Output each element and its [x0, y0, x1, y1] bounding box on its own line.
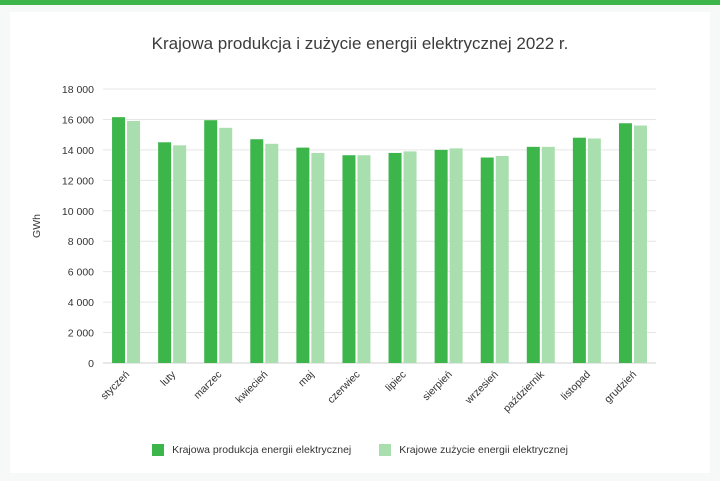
legend-item-consumption: Krajowe zużycie energii elektrycznej [379, 444, 568, 456]
x-tick-label: listopad [559, 369, 593, 403]
chart-title: Krajowa produkcja i zużycie energii elek… [151, 34, 569, 53]
bar-production [296, 147, 310, 363]
bar-production [112, 117, 126, 364]
y-tick-label: 10 000 [62, 206, 94, 218]
x-tick-label: sierpień [420, 369, 455, 404]
bar-consumption [403, 151, 417, 363]
y-tick-label: 6 000 [68, 267, 94, 279]
bar-consumption [265, 143, 279, 363]
x-tick-label: maj [296, 369, 316, 389]
bar-production [434, 149, 448, 363]
x-tick-label: grudzień [602, 369, 639, 406]
bar-production [526, 146, 540, 363]
bar-consumption [449, 148, 463, 363]
x-tick-label: lipiec [383, 369, 408, 394]
y-axis-label: GWh [31, 214, 43, 238]
x-tick-label: październik [501, 368, 548, 415]
bar-consumption [127, 120, 141, 363]
y-tick-label: 0 [88, 358, 94, 370]
bar-consumption [633, 125, 647, 364]
bar-production [158, 142, 172, 363]
bar-production [250, 139, 264, 363]
x-tick-label: marzec [191, 369, 224, 402]
x-tick-label: luty [158, 368, 179, 389]
x-tick-label: styczeń [98, 369, 132, 403]
x-tick-label: wrzesień [462, 369, 501, 408]
bar-chart: 0 2 000 4 000 6 000 8 000 10 000 12 000 14 000 1… [31, 84, 656, 415]
legend-item-production: Krajowa produkcja energii elektrycznej [152, 444, 351, 456]
y-tick-label: 4 000 [68, 297, 94, 309]
bar-consumption [541, 146, 555, 363]
chart-legend: Krajowa produkcja energii elektrycznej K… [10, 444, 710, 456]
bar-consumption [173, 145, 187, 363]
bar-production [480, 157, 494, 363]
y-tick-label: 2 000 [68, 328, 94, 340]
legend-swatch-consumption [379, 444, 392, 456]
y-tick-label: 8 000 [68, 236, 94, 248]
legend-label-consumption: Krajowe zużycie energii elektrycznej [399, 444, 568, 456]
bar-production [618, 123, 632, 363]
bar-consumption [587, 138, 601, 363]
y-tick-label: 16 000 [62, 114, 94, 126]
bar-production [342, 155, 356, 363]
y-tick-label: 18 000 [62, 84, 94, 96]
bar-consumption [357, 155, 371, 363]
legend-label-production: Krajowa produkcja energii elektrycznej [172, 444, 352, 456]
bar-consumption [219, 127, 233, 363]
y-tick-label: 14 000 [62, 145, 94, 157]
bar-consumption [311, 152, 325, 363]
legend-swatch-production [152, 444, 165, 456]
bar-production [204, 120, 218, 363]
bar-consumption [495, 155, 509, 363]
bar-production [388, 152, 402, 363]
chart-card: 0 2 000 4 000 6 000 8 000 10 000 12 000 14 000 1… [10, 12, 710, 473]
y-tick-label: 12 000 [62, 175, 94, 187]
x-tick-label: kwiecień [233, 369, 270, 406]
bar-production [572, 137, 586, 363]
x-tick-label: czerwiec [325, 369, 362, 406]
